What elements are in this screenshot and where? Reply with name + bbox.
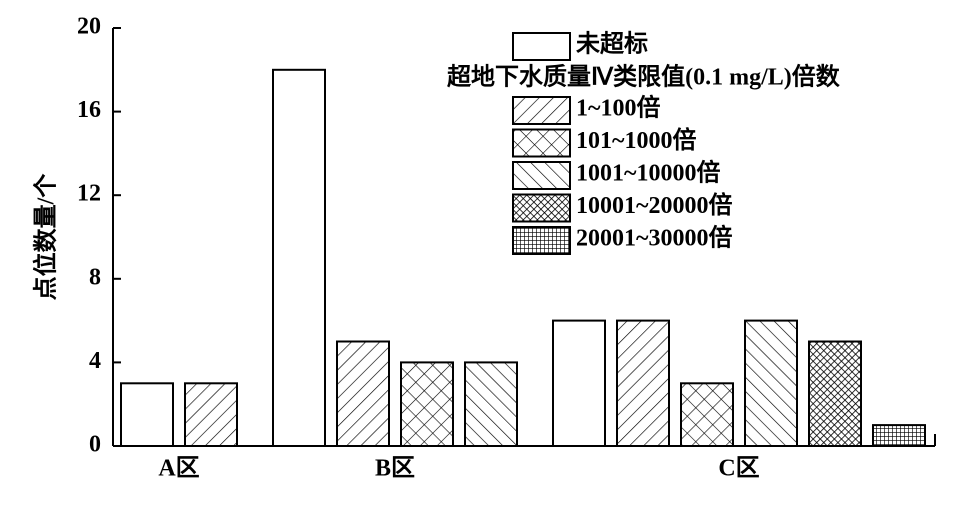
x-tick-label: A区 <box>158 456 199 482</box>
x-tick-label: C区 <box>718 456 759 482</box>
legend-label: 10001~20000倍 <box>576 191 732 219</box>
x-tick-label: B区 <box>375 456 415 482</box>
legend-label: 未超标 <box>576 31 648 58</box>
legend-title: 超地下水质量Ⅳ类限值(0.1 mg/L)倍数 <box>447 63 841 91</box>
legend-label: 1001~10000倍 <box>576 159 720 187</box>
legend-swatch <box>512 32 571 61</box>
bar <box>680 382 734 447</box>
bar <box>464 361 518 447</box>
legend-label: 101~1000倍 <box>576 126 696 154</box>
legend-swatch <box>512 96 571 125</box>
y-tick-label: 8 <box>89 264 101 290</box>
legend-label: 1~100倍 <box>576 94 660 122</box>
y-tick-label: 4 <box>89 348 101 374</box>
legend-swatch <box>512 128 571 158</box>
legend-swatch <box>512 226 571 255</box>
legend-label: 20001~30000倍 <box>576 224 732 252</box>
bar <box>400 361 454 447</box>
bar <box>336 340 390 447</box>
bar <box>744 319 798 448</box>
bar <box>120 382 174 447</box>
bar <box>616 319 670 448</box>
bar <box>184 382 238 447</box>
bar <box>272 68 326 448</box>
legend-swatch <box>512 193 571 223</box>
y-axis-label: 点位数量/个 <box>32 173 60 301</box>
bar <box>872 424 926 448</box>
bar <box>552 319 606 448</box>
y-tick-label: 0 <box>89 432 101 458</box>
y-tick-label: 20 <box>77 14 101 40</box>
y-tick-label: 12 <box>77 181 101 207</box>
bar <box>808 340 862 447</box>
y-tick-label: 16 <box>77 97 101 123</box>
legend-swatch <box>512 161 571 190</box>
